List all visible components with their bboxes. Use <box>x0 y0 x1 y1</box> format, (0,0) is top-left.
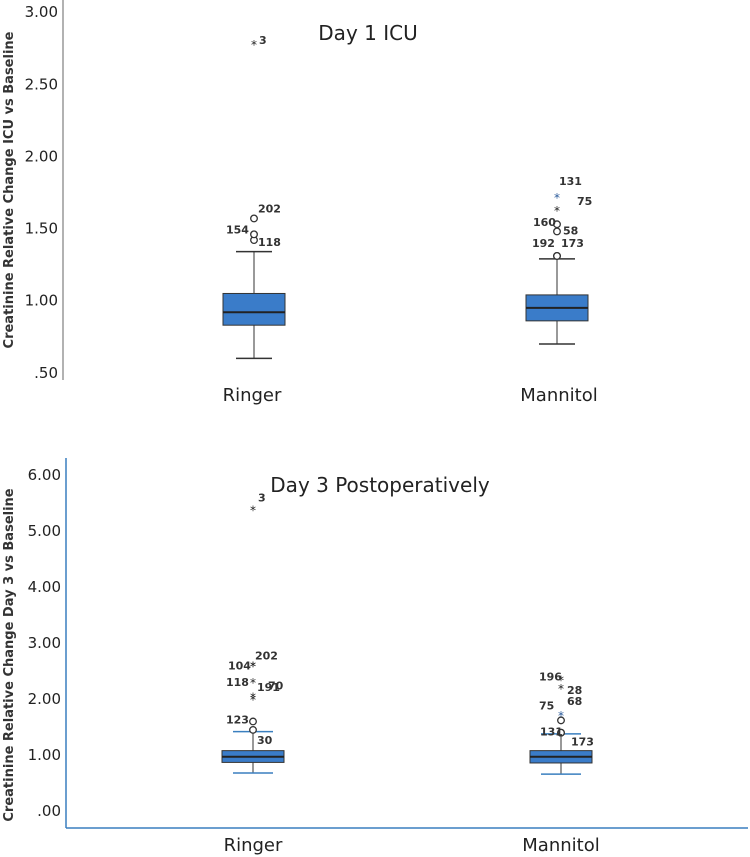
y-tick-label: 2.00 <box>28 690 61 708</box>
extreme-star: * <box>554 191 560 205</box>
outlier-label: 202 <box>258 202 281 215</box>
extreme-star: * <box>250 659 256 673</box>
outlier-label: 70 <box>268 679 284 692</box>
outlier-label: 118 <box>258 236 281 249</box>
y-tick-label: 3.00 <box>28 634 61 652</box>
outlier-label: 131 <box>540 726 563 739</box>
y-tick-label: 1.00 <box>28 746 61 764</box>
category-label-mannitol: Mannitol <box>520 385 597 406</box>
y-ticks: .50 1.00 1.50 2.00 2.50 3.00 <box>25 3 58 382</box>
y-tick-label: 1.50 <box>25 220 58 238</box>
y-tick-label: .00 <box>37 802 61 820</box>
y-tick-label: 6.00 <box>28 466 61 484</box>
category-label-ringer: Ringer <box>224 835 283 856</box>
outlier-label: 58 <box>563 224 578 237</box>
extreme-star: * <box>251 38 257 52</box>
y-ticks: .00 1.00 2.00 3.00 4.00 5.00 6.00 <box>28 466 61 820</box>
y-axis-label: Creatinine Relative Change ICU vs Baseli… <box>2 31 17 348</box>
y-tick-label: 1.00 <box>25 292 58 310</box>
y-tick-label: 2.00 <box>25 147 58 165</box>
outlier-circle <box>557 728 565 737</box>
category-label-mannitol: Mannitol <box>522 835 599 856</box>
outlier-circle <box>250 214 258 223</box>
chart-day3-postoperatively: Day 3 Postoperatively Creatinine Relativ… <box>2 458 748 856</box>
extreme-star: * <box>250 659 256 673</box>
y-tick-label: 3.00 <box>25 3 58 21</box>
extreme-star: * <box>558 709 564 723</box>
extreme-star: * <box>558 673 564 687</box>
y-axis-label: Creatinine Relative Change Day 3 vs Base… <box>2 488 17 821</box>
extreme-star: * <box>250 676 256 690</box>
outlier-label: 118 <box>226 676 249 689</box>
outlier-label: 154 <box>226 223 249 236</box>
outlier-label: 68 <box>567 695 582 708</box>
chart-title: Day 3 Postoperatively <box>270 473 490 497</box>
chart-title: Day 1 ICU <box>318 21 417 45</box>
extreme-star: * <box>558 682 564 696</box>
extreme-star: * <box>250 690 256 704</box>
iqr-box <box>222 292 286 326</box>
y-tick-label: .50 <box>34 364 58 382</box>
outlier-label: 192 <box>532 237 555 250</box>
outlier-label: 160 <box>533 216 556 229</box>
y-tick-label: 4.00 <box>28 578 61 596</box>
outlier-circle <box>249 725 257 734</box>
outlier-label: 123 <box>226 713 249 726</box>
outlier-label: 28 <box>567 684 582 697</box>
outlier-label: 202 <box>255 649 278 662</box>
y-tick-label: 5.00 <box>28 522 61 540</box>
outlier-circle <box>249 717 257 726</box>
box-ringer: 118 154 202 * 3 <box>222 34 286 360</box>
outlier-label: 196 <box>539 670 562 683</box>
outlier-label: 131 <box>559 175 582 188</box>
outlier-label: 104 <box>228 659 251 672</box>
extreme-star: * <box>554 204 560 218</box>
outlier-label: 75 <box>577 195 592 208</box>
outlier-circle <box>553 220 561 229</box>
outlier-label: 3 <box>259 34 267 47</box>
outlier-circle <box>553 252 561 260</box>
outlier-circle <box>557 716 565 725</box>
outlier-label: 3 <box>258 492 266 505</box>
y-tick-label: 2.50 <box>25 75 58 93</box>
extreme-star: * <box>250 693 256 707</box>
category-label-ringer: Ringer <box>223 385 282 406</box>
outlier-circle <box>250 230 258 239</box>
extreme-star: * <box>250 504 256 518</box>
chart-day1-icu: Day 1 ICU Creatinine Relative Change ICU… <box>2 0 598 406</box>
outlier-label: 191 <box>257 681 280 694</box>
outlier-label: 173 <box>561 237 584 250</box>
outlier-label: 30 <box>257 734 273 747</box>
outlier-label: 173 <box>571 736 594 749</box>
outlier-label: 75 <box>539 699 554 712</box>
